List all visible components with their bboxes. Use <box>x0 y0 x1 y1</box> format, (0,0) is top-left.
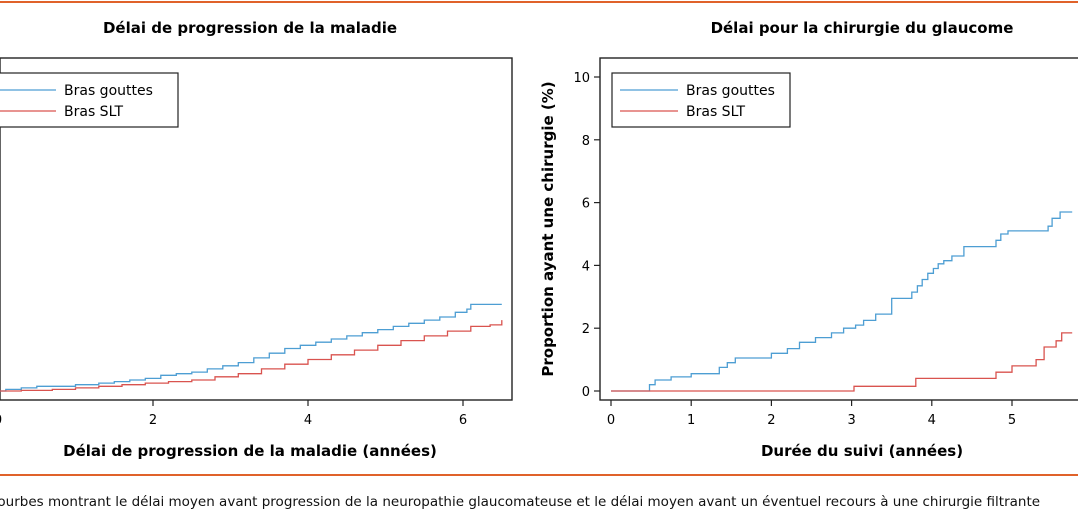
surgery-plot-frame <box>599 57 1078 401</box>
surgery-y-tick-label: 0 <box>582 385 590 400</box>
surgery-x-tick-label: 0 <box>607 413 615 428</box>
surgery-x-tick-label: 5 <box>1008 413 1016 428</box>
surgery-x-tick-label: 2 <box>767 413 775 428</box>
surgery-y-axis-label: Proportion ayant une chirurgie (%) <box>539 81 557 376</box>
disease-series-gouttes-line <box>0 303 502 392</box>
surgery-y-tick-label: 2 <box>582 322 590 337</box>
disease-x-tick-label: 4 <box>304 413 312 428</box>
surgery-x-tick-label: 4 <box>928 413 936 428</box>
disease-plot-frame <box>0 57 513 401</box>
disease-legend-box <box>0 72 179 128</box>
surgery-x-tick-label: 1 <box>687 413 695 428</box>
surgery-legend-box <box>611 72 791 128</box>
bottom-rule <box>0 474 1078 476</box>
surgery-y-tick-label: 6 <box>582 197 590 212</box>
disease-x-tick-label: 0 <box>0 413 2 428</box>
disease-series-slt-line <box>0 320 503 392</box>
figure-caption: Courbes montrant le délai moyen avant pr… <box>0 494 1041 510</box>
surgery-y-tick-label: 8 <box>582 134 590 149</box>
surgery-x-tick-label: 3 <box>847 413 855 428</box>
surgery-chart-title: Délai pour la chirurgie du glaucome <box>711 19 1014 37</box>
disease-x-tick-label: 6 <box>459 413 467 428</box>
surgery-y-tick-label: 4 <box>582 259 590 274</box>
surgery-series-gouttes-line <box>611 211 1073 392</box>
surgery-legend-gouttes-label: Bras gouttes <box>686 83 775 99</box>
surgery-series-slt-line <box>611 332 1073 392</box>
surgery-legend-slt-label: Bras SLT <box>686 104 745 120</box>
disease-chart-title: Délai de progression de la maladie <box>103 19 397 37</box>
disease-legend-gouttes-label: Bras gouttes <box>64 83 153 99</box>
disease-x-axis-label: Délai de progression de la maladie (anné… <box>63 442 437 460</box>
disease-x-tick-label: 2 <box>149 413 157 428</box>
surgery-y-tick-label: 10 <box>573 71 590 86</box>
top-rule <box>0 1 1078 3</box>
disease-legend-slt-label: Bras SLT <box>64 104 123 120</box>
surgery-x-axis-label: Durée du suivi (années) <box>761 442 963 460</box>
